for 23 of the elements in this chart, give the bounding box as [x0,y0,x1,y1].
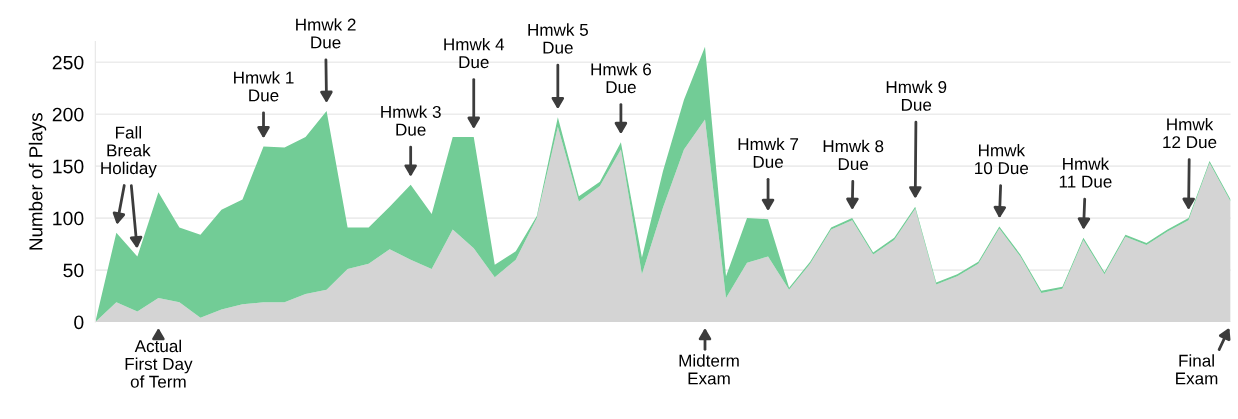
y-tick-label: 150 [53,159,84,174]
annotation: Hmwk 3 Due [381,105,441,136]
text: Actual First Day of Term [125,339,193,388]
y-tick-label: 100 [53,211,84,226]
annotation: Hmwk 9 Due [886,80,947,111]
annotation: Hmwk 4 Due [444,37,505,69]
y-tick-label: 250 [52,55,84,70]
y-tick-label: 200 [52,107,84,122]
annotation: Hmwk 8 Due [823,139,884,171]
annotation: Hmwk 6 Due [591,62,651,94]
annotation: Hmwk 7 Due [738,137,799,168]
text: Midterm Exam [679,354,739,385]
annotation: Hmwk 12 Due [1163,117,1217,149]
y-tick-label: 0 [74,315,84,330]
annotation: Fall Break Holiday [101,126,157,178]
annotation: Hmwk 1 Due [234,71,294,102]
annotation: Hmwk 5 Due [528,23,588,54]
annotation: Hmwk 2 Due [296,18,356,49]
text: Final Exam [1176,354,1218,385]
annotation: Hmwk 10 Due [975,143,1029,175]
y-tick-label: 50 [63,263,84,278]
y-axis-title: Number of Plays [28,113,47,250]
annotation: Hmwk 11 Due [1059,157,1112,188]
